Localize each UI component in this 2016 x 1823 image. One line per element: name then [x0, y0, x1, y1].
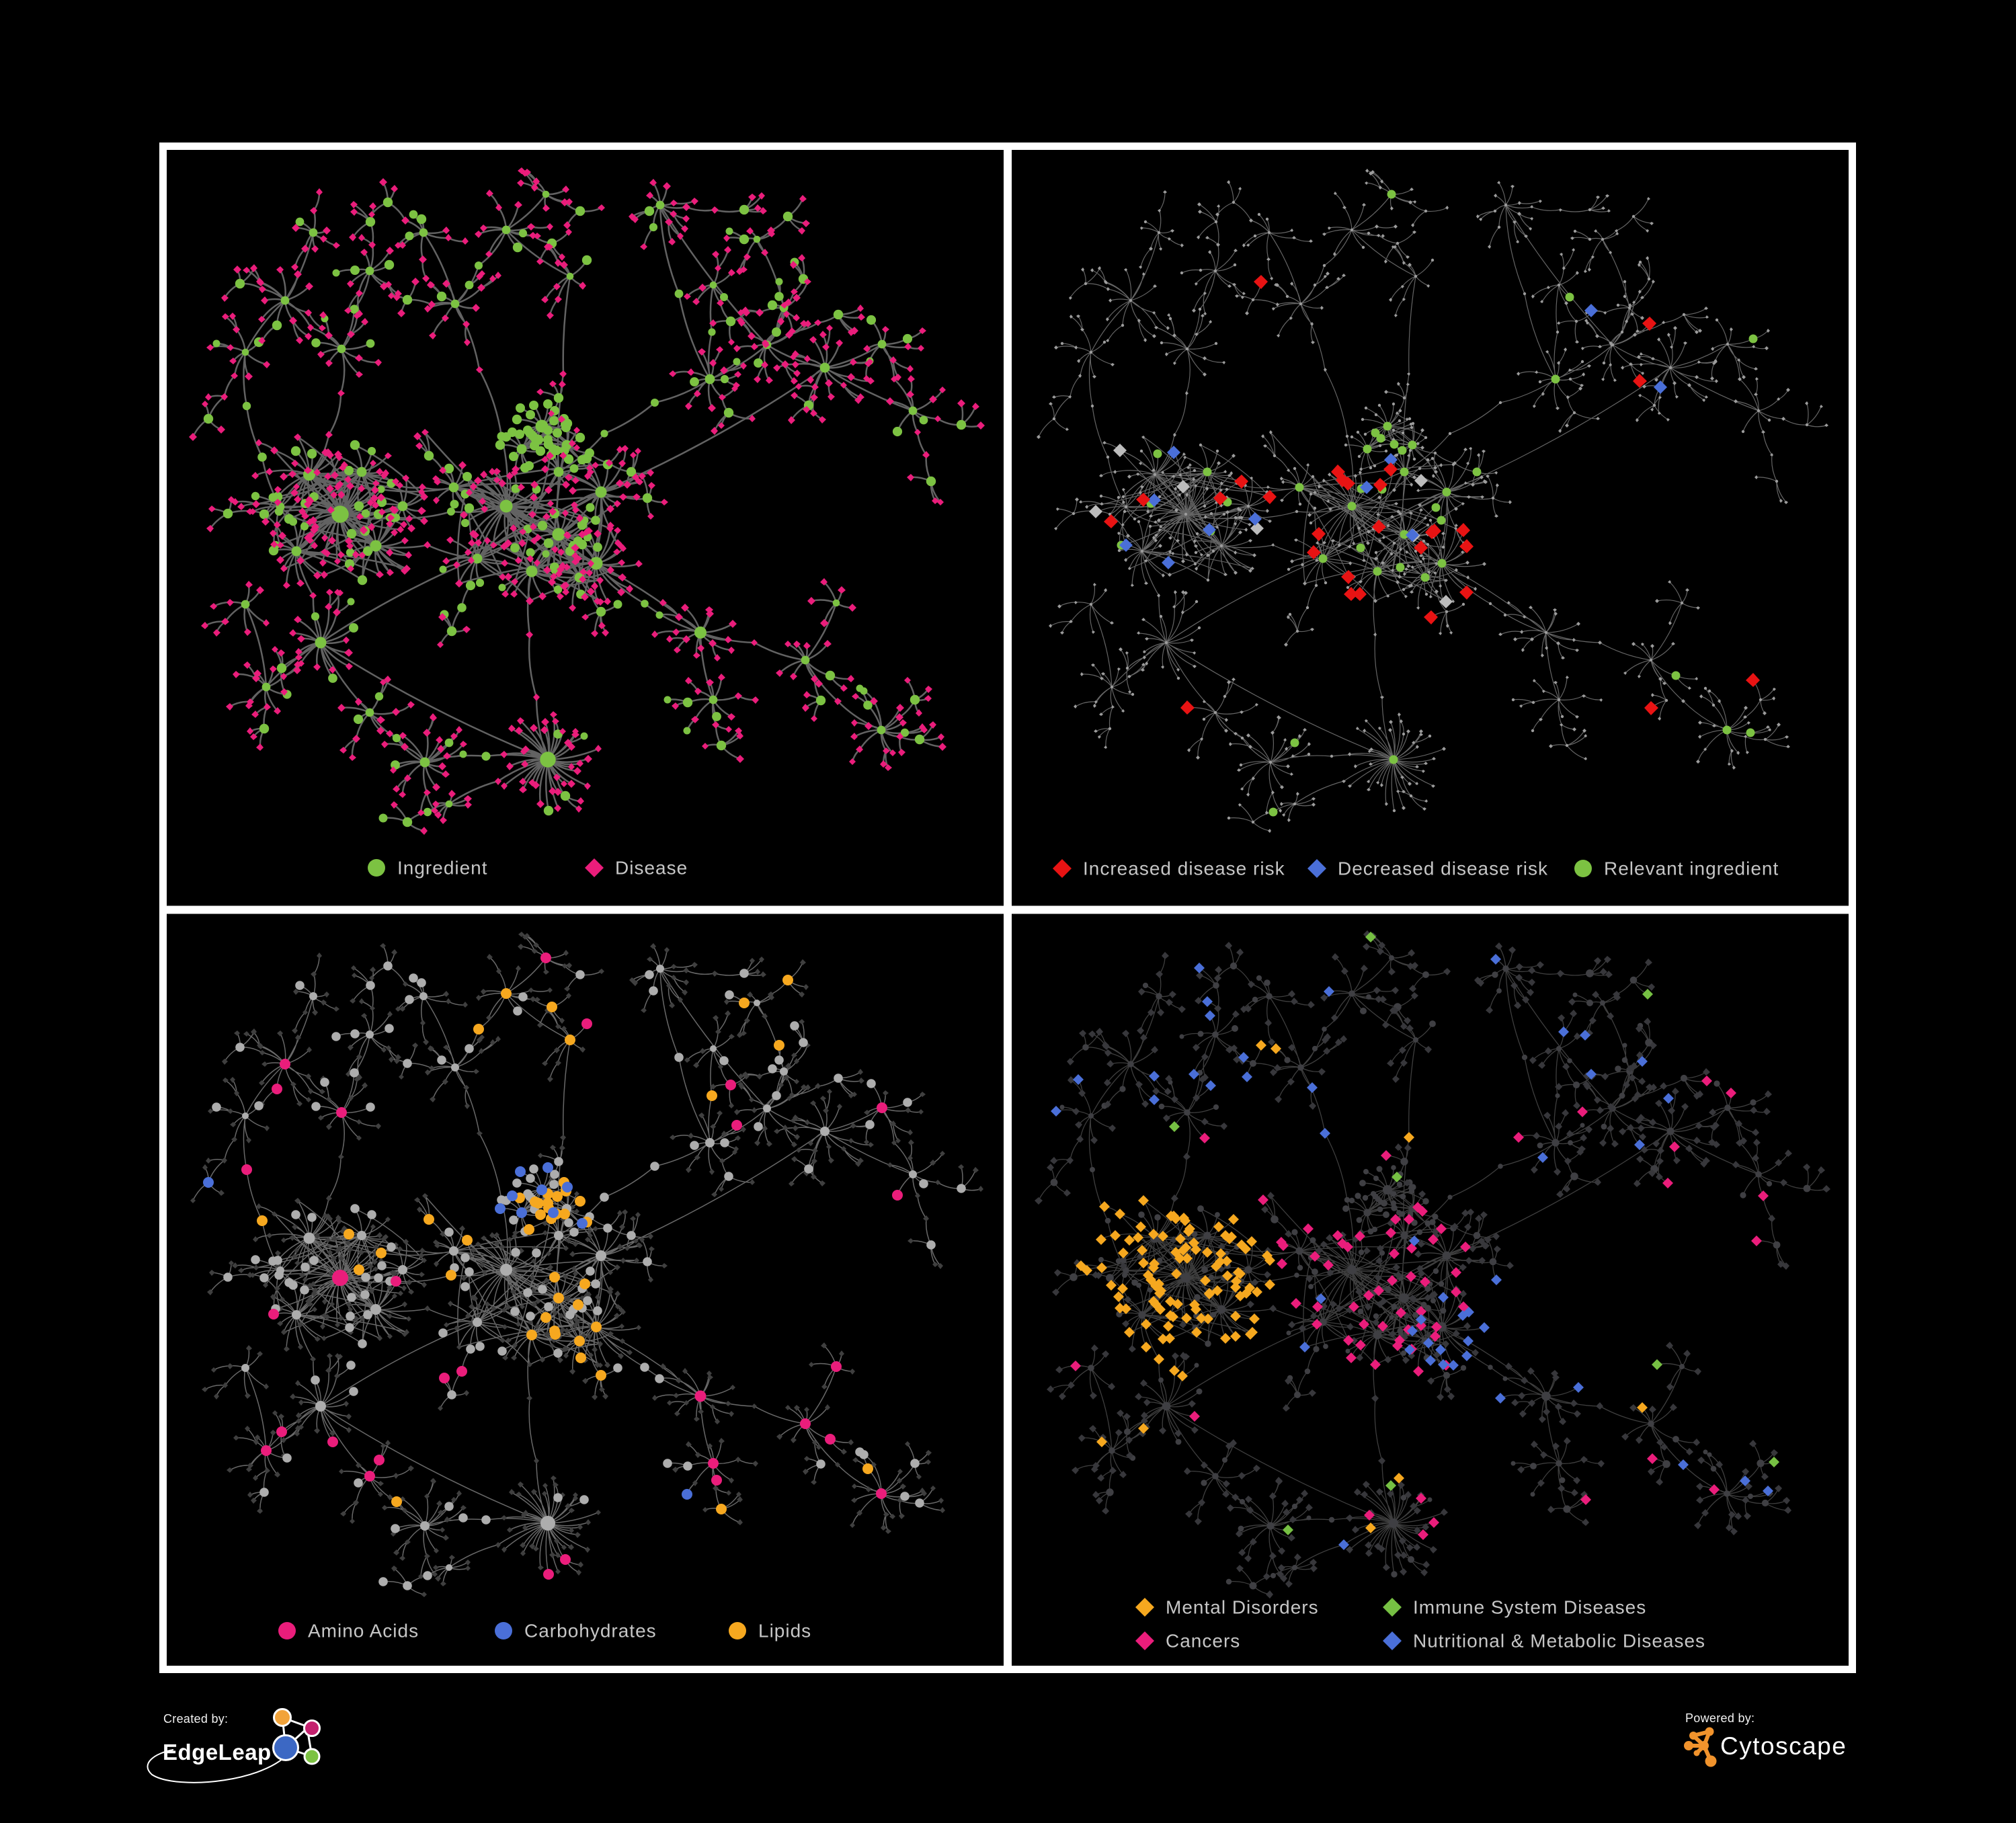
- svg-text:Carbohydrates: Carbohydrates: [524, 1621, 657, 1642]
- svg-text:Increased disease risk: Increased disease risk: [1083, 858, 1285, 879]
- svg-text:Created by:: Created by:: [163, 1712, 228, 1726]
- svg-text:Mental Disorders: Mental Disorders: [1166, 1597, 1319, 1618]
- svg-text:Immune System Diseases: Immune System Diseases: [1413, 1597, 1646, 1618]
- svg-text:Decreased disease risk: Decreased disease risk: [1338, 858, 1548, 879]
- svg-text:Relevant ingredient: Relevant ingredient: [1604, 858, 1779, 879]
- svg-text:Cancers: Cancers: [1166, 1631, 1240, 1652]
- svg-text:Amino Acids: Amino Acids: [308, 1621, 419, 1642]
- svg-text:Nutritional & Metabolic Diseas: Nutritional & Metabolic Diseases: [1413, 1631, 1705, 1652]
- svg-text:Cytoscape: Cytoscape: [1720, 1732, 1847, 1760]
- svg-text:Disease: Disease: [615, 858, 688, 879]
- svg-text:EdgeLeap: EdgeLeap: [163, 1740, 272, 1765]
- svg-text:Ingredient: Ingredient: [397, 858, 488, 879]
- svg-text:Powered by:: Powered by:: [1685, 1711, 1755, 1725]
- svg-text:Lipids: Lipids: [758, 1621, 811, 1642]
